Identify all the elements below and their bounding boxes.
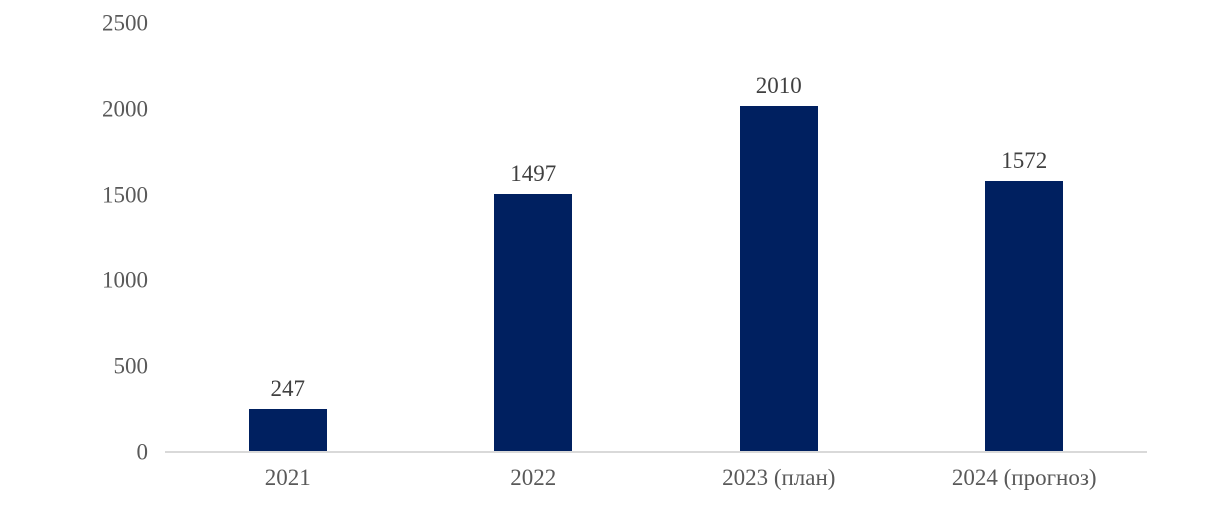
- bar-2022: [494, 194, 572, 451]
- data-label: 247: [270, 376, 306, 401]
- data-label: 1572: [1001, 148, 1048, 173]
- data-label: 1497: [510, 161, 557, 186]
- y-tick-label: 0: [136, 439, 149, 465]
- x-category-label: 2024 (прогноз): [951, 465, 1097, 490]
- bar-2024 (прогноз): [985, 181, 1063, 451]
- y-tick-label: 500: [113, 353, 149, 379]
- y-tick-label: 1500: [102, 182, 148, 208]
- x-category-label: 2021: [264, 465, 311, 490]
- bar-2023 (план): [740, 106, 818, 451]
- y-tick-label: 2000: [102, 96, 148, 122]
- y-tick-label: 2500: [102, 10, 148, 36]
- data-label: 2010: [755, 73, 802, 98]
- x-category-label: 2023 (план): [722, 465, 836, 490]
- x-axis-line: [165, 451, 1147, 453]
- x-category-label: 2022: [510, 465, 557, 490]
- y-tick-label: 1000: [102, 267, 148, 293]
- bar-2021: [249, 409, 327, 451]
